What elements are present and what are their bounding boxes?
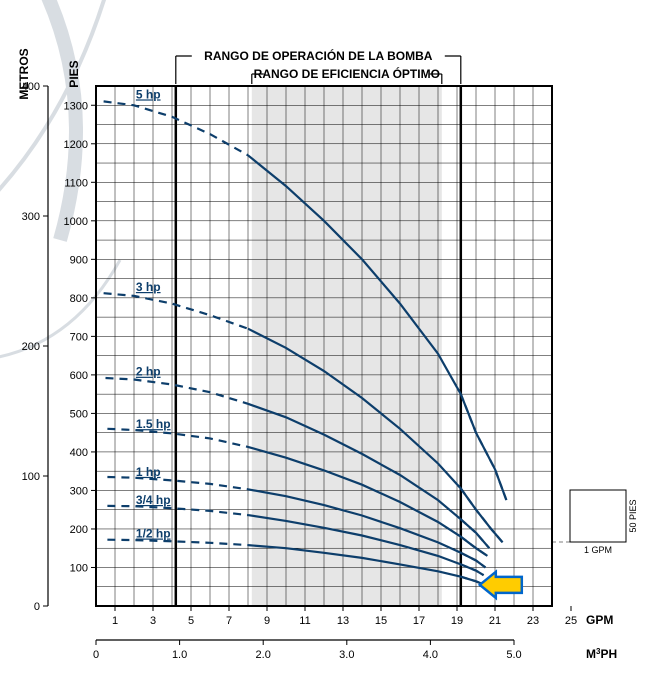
- svg-text:200: 200: [70, 524, 88, 536]
- svg-text:0: 0: [34, 601, 40, 613]
- series-label-12hp: 1/2 hp: [136, 527, 171, 541]
- svg-text:1100: 1100: [64, 177, 88, 189]
- svg-text:1200: 1200: [64, 139, 88, 151]
- pointer-arrow-icon: [480, 572, 522, 598]
- scale-legend: 1 GPM 50 PIES: [552, 490, 638, 555]
- svg-text:100: 100: [22, 471, 40, 483]
- svg-text:500: 500: [70, 408, 88, 420]
- svg-text:15: 15: [375, 615, 387, 627]
- svg-text:19: 19: [451, 615, 463, 627]
- metros-unit: METROS: [17, 48, 31, 99]
- svg-text:700: 700: [70, 331, 88, 343]
- legend-x-label: 1 GPM: [584, 545, 612, 555]
- series-label-1.5hp: 1.5 hp: [136, 417, 171, 431]
- svg-text:7: 7: [226, 615, 232, 627]
- svg-text:300: 300: [70, 485, 88, 497]
- m3ph-unit: M3PH: [586, 647, 617, 662]
- legend-y-label: 50 PIES: [628, 499, 638, 532]
- svg-text:400: 400: [70, 447, 88, 459]
- op-range-label: RANGO DE OPERACIÓN DE LA BOMBA: [204, 48, 433, 63]
- svg-text:900: 900: [70, 254, 88, 266]
- gpm-unit: GPM: [586, 613, 613, 627]
- svg-text:4.0: 4.0: [423, 649, 438, 661]
- svg-text:800: 800: [70, 293, 88, 305]
- header-labels: RANGO DE OPERACIÓN DE LA BOMBA RANGO DE E…: [176, 48, 461, 84]
- x-axis-gpm: 135791113151719212325GPM: [112, 606, 613, 627]
- svg-text:300: 300: [22, 211, 40, 223]
- svg-text:3.0: 3.0: [339, 649, 354, 661]
- series-label-2hp: 2 hp: [136, 365, 161, 379]
- series-label-3hp: 3 hp: [136, 280, 161, 294]
- svg-text:600: 600: [70, 370, 88, 382]
- svg-text:9: 9: [264, 615, 270, 627]
- svg-text:2.0: 2.0: [256, 649, 271, 661]
- svg-text:1300: 1300: [64, 100, 88, 112]
- curve-12hp: [107, 540, 248, 545]
- series-label-1hp: 1 hp: [136, 465, 161, 479]
- svg-text:5.0: 5.0: [506, 649, 521, 661]
- curve-34hp: [107, 506, 248, 515]
- svg-text:1.0: 1.0: [172, 649, 187, 661]
- svg-text:200: 200: [22, 341, 40, 353]
- pump-curve-chart: RANGO DE OPERACIÓN DE LA BOMBA RANGO DE E…: [0, 0, 665, 695]
- svg-text:1000: 1000: [64, 216, 88, 228]
- eff-range-label: RANGO DE EFICIENCIA ÓPTIMO: [254, 66, 440, 81]
- svg-text:1: 1: [112, 615, 118, 627]
- svg-text:21: 21: [489, 615, 501, 627]
- svg-text:13: 13: [337, 615, 349, 627]
- svg-text:23: 23: [527, 615, 539, 627]
- series-label-34hp: 3/4 hp: [136, 493, 171, 507]
- series-label-5hp: 5 hp: [136, 87, 161, 101]
- svg-text:25: 25: [565, 615, 577, 627]
- pies-unit: PIES: [67, 60, 81, 87]
- svg-text:17: 17: [413, 615, 425, 627]
- curve-1.5hp: [107, 429, 248, 447]
- svg-text:3: 3: [150, 615, 156, 627]
- curve-1hp: [107, 477, 248, 489]
- x-axis-m3ph: 0 1.0 2.0 3.0 4.0 5.0 M3PH: [93, 640, 617, 661]
- svg-text:11: 11: [299, 615, 310, 627]
- svg-text:0: 0: [93, 649, 99, 661]
- svg-text:100: 100: [70, 562, 88, 574]
- svg-text:5: 5: [188, 615, 194, 627]
